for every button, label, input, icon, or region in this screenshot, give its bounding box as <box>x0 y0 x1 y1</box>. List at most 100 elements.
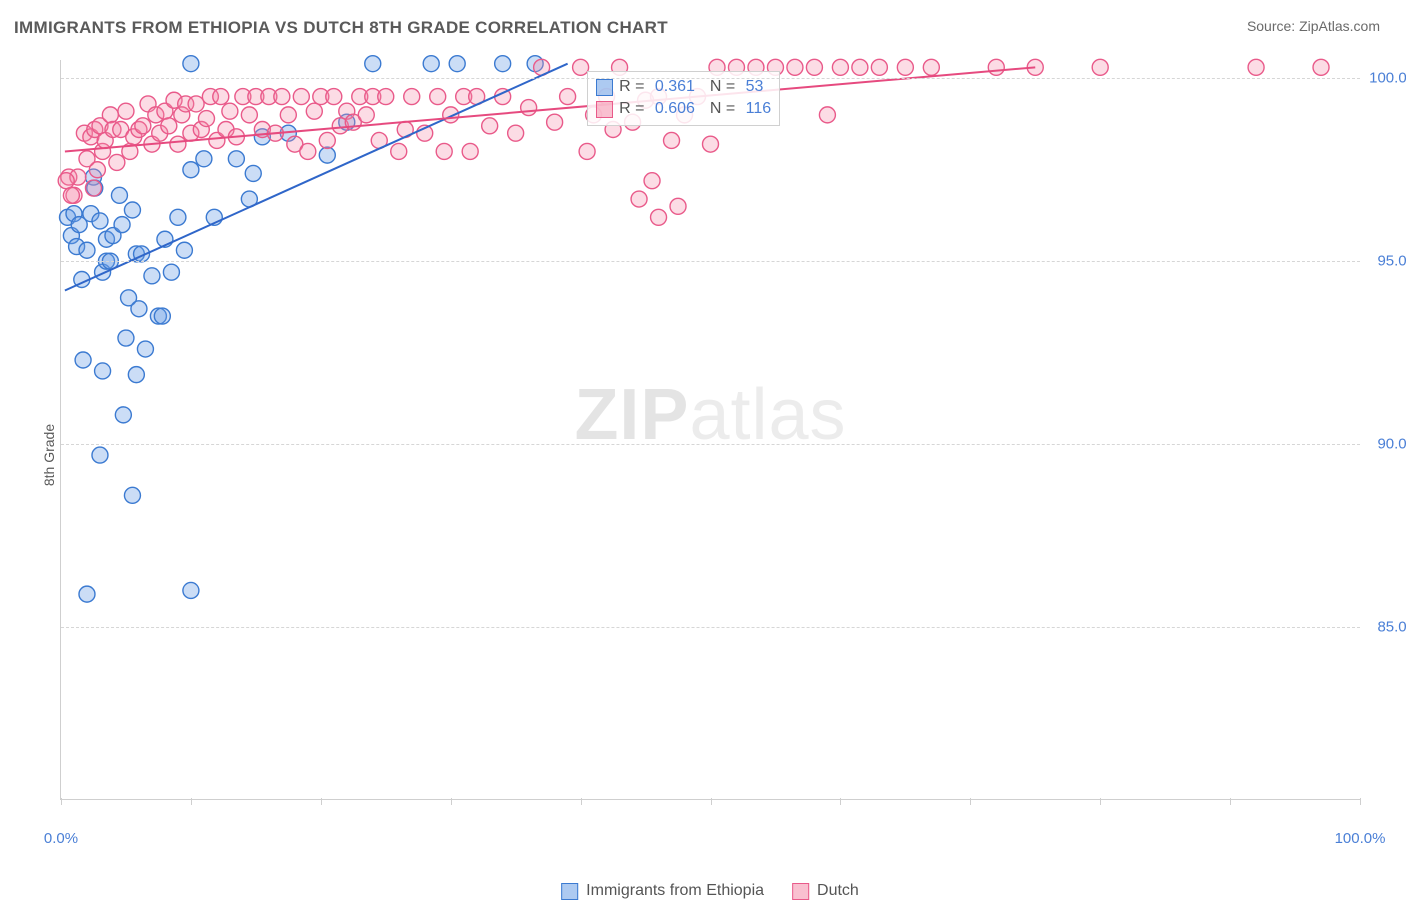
datapoint-ethiopia <box>245 165 261 181</box>
datapoint-dutch <box>1248 59 1264 75</box>
trendline-dutch <box>65 67 1035 151</box>
y-tick-label: 85.0% <box>1377 619 1406 636</box>
legend-item-ethiopia: Immigrants from Ethiopia <box>561 882 764 900</box>
datapoint-ethiopia <box>449 56 465 72</box>
stats-row-ethiopia: R = 0.361 N = 53 <box>596 76 771 98</box>
gridline-h <box>61 78 1360 79</box>
x-tick-label: 0.0% <box>44 830 78 847</box>
gridline-h <box>61 444 1360 445</box>
stat-r-label: R = <box>619 76 644 98</box>
datapoint-dutch <box>787 59 803 75</box>
datapoint-ethiopia <box>75 352 91 368</box>
datapoint-dutch <box>170 136 186 152</box>
datapoint-dutch <box>326 89 342 105</box>
datapoint-dutch <box>280 107 296 123</box>
datapoint-dutch <box>664 132 680 148</box>
x-tick <box>321 798 322 805</box>
datapoint-dutch <box>135 118 151 134</box>
datapoint-ethiopia <box>154 308 170 324</box>
datapoint-dutch <box>508 125 524 141</box>
datapoint-ethiopia <box>118 330 134 346</box>
swatch-dutch-icon <box>596 101 613 118</box>
datapoint-dutch <box>63 187 79 203</box>
datapoint-ethiopia <box>144 268 160 284</box>
datapoint-dutch <box>161 118 177 134</box>
datapoint-dutch <box>1313 59 1329 75</box>
datapoint-ethiopia <box>92 213 108 229</box>
datapoint-ethiopia <box>137 341 153 357</box>
datapoint-dutch <box>430 89 446 105</box>
x-tick <box>191 798 192 805</box>
datapoint-dutch <box>213 89 229 105</box>
datapoint-dutch <box>871 59 887 75</box>
datapoint-dutch <box>631 191 647 207</box>
chart-title: IMMIGRANTS FROM ETHIOPIA VS DUTCH 8TH GR… <box>14 18 668 38</box>
x-tick <box>840 798 841 805</box>
datapoint-dutch <box>222 103 238 119</box>
legend-item-dutch: Dutch <box>792 882 859 900</box>
datapoint-dutch <box>819 107 835 123</box>
datapoint-ethiopia <box>183 56 199 72</box>
legend-bottom: Immigrants from Ethiopia Dutch <box>561 882 859 900</box>
datapoint-dutch <box>293 89 309 105</box>
datapoint-dutch <box>306 103 322 119</box>
datapoint-dutch <box>358 107 374 123</box>
datapoint-dutch <box>897 59 913 75</box>
datapoint-ethiopia <box>163 264 179 280</box>
datapoint-dutch <box>560 89 576 105</box>
x-tick <box>711 798 712 805</box>
datapoint-ethiopia <box>170 209 186 225</box>
datapoint-dutch <box>923 59 939 75</box>
datapoint-dutch <box>703 136 719 152</box>
datapoint-dutch <box>274 89 290 105</box>
datapoint-ethiopia <box>423 56 439 72</box>
datapoint-dutch <box>579 143 595 159</box>
datapoint-dutch <box>462 143 478 159</box>
stat-n-value: 53 <box>741 76 763 98</box>
datapoint-ethiopia <box>228 151 244 167</box>
datapoint-ethiopia <box>124 487 140 503</box>
chart-container: 8th Grade ZIPatlas R = 0.361 N = 53R = 0… <box>40 60 1380 850</box>
stats-row-dutch: R = 0.606 N = 116 <box>596 98 771 120</box>
datapoint-ethiopia <box>183 162 199 178</box>
x-tick-label: 100.0% <box>1335 830 1386 847</box>
datapoint-dutch <box>852 59 868 75</box>
datapoint-ethiopia <box>176 242 192 258</box>
datapoint-dutch <box>988 59 1004 75</box>
datapoint-dutch <box>118 103 134 119</box>
x-tick <box>1230 798 1231 805</box>
x-tick <box>581 798 582 805</box>
datapoint-dutch <box>241 107 257 123</box>
datapoint-dutch <box>102 107 118 123</box>
datapoint-dutch <box>670 198 686 214</box>
datapoint-dutch <box>482 118 498 134</box>
datapoint-dutch <box>832 59 848 75</box>
datapoint-dutch <box>58 173 74 189</box>
datapoint-ethiopia <box>114 217 130 233</box>
legend-label: Dutch <box>817 882 859 900</box>
legend-swatch-ethiopia-icon <box>561 883 578 900</box>
datapoint-dutch <box>644 173 660 189</box>
source-value: ZipAtlas.com <box>1299 18 1380 34</box>
datapoint-dutch <box>198 111 214 127</box>
datapoint-ethiopia <box>79 242 95 258</box>
x-tick <box>451 798 452 805</box>
stat-r-label: R = <box>619 98 644 120</box>
source-label: Source: <box>1247 18 1299 34</box>
datapoint-dutch <box>651 209 667 225</box>
stat-r-value: 0.606 <box>650 98 694 120</box>
x-tick <box>1360 798 1361 805</box>
datapoint-ethiopia <box>131 301 147 317</box>
datapoint-ethiopia <box>92 447 108 463</box>
stat-n-label: N = <box>701 98 735 120</box>
legend-label: Immigrants from Ethiopia <box>586 882 764 900</box>
datapoint-dutch <box>378 89 394 105</box>
datapoint-ethiopia <box>495 56 511 72</box>
datapoint-dutch <box>436 143 452 159</box>
plot-area: ZIPatlas R = 0.361 N = 53R = 0.606 N = 1… <box>60 60 1360 800</box>
y-axis-label: 8th Grade <box>41 424 57 486</box>
datapoint-ethiopia <box>183 582 199 598</box>
datapoint-dutch <box>404 89 420 105</box>
x-tick <box>970 798 971 805</box>
stat-r-value: 0.361 <box>650 76 694 98</box>
